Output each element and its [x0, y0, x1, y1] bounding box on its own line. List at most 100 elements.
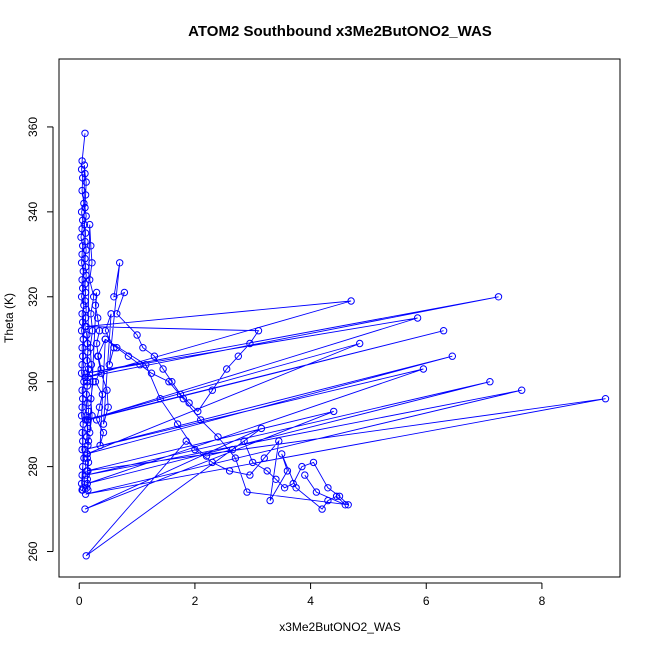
data-point	[81, 280, 89, 288]
data-point	[150, 352, 159, 360]
data-point	[124, 352, 133, 360]
data-point	[107, 310, 115, 318]
data-point	[92, 339, 101, 348]
data-point	[165, 378, 173, 386]
series-line	[80, 133, 606, 557]
data-point	[79, 420, 88, 428]
data-point	[81, 373, 89, 382]
x-tick-label: 2	[192, 594, 199, 608]
data-point	[86, 344, 94, 352]
y-tick-label: 280	[26, 456, 40, 476]
data-point	[87, 310, 95, 318]
data-point	[78, 445, 86, 454]
data-point	[518, 386, 526, 394]
data-point	[78, 386, 86, 394]
data-point	[275, 437, 283, 445]
data-point	[82, 322, 90, 331]
x-tick-label: 0	[76, 594, 83, 608]
data-point	[99, 420, 108, 428]
y-axis: 260 280 300 320 340 360	[26, 117, 54, 562]
data-point	[231, 454, 240, 462]
data-point	[110, 293, 118, 301]
data-point	[82, 552, 90, 560]
data-point	[208, 386, 217, 394]
data-lines	[80, 133, 606, 557]
data-point	[78, 361, 86, 369]
data-point	[208, 458, 217, 467]
data-point	[249, 458, 257, 467]
data-point	[318, 505, 326, 513]
data-point	[81, 288, 90, 297]
x-axis: 0 2 4 6 8	[76, 582, 546, 608]
data-point	[283, 467, 292, 475]
data-point	[83, 479, 92, 488]
data-point	[87, 395, 95, 403]
data-point	[88, 259, 96, 267]
data-point	[82, 305, 90, 314]
data-point	[116, 259, 124, 267]
data-point	[78, 403, 86, 411]
data-point	[78, 157, 86, 165]
data-point	[91, 301, 100, 309]
data-point	[147, 369, 156, 377]
y-tick-label: 320	[26, 286, 40, 306]
data-point	[312, 488, 321, 496]
data-point	[97, 369, 105, 377]
data-point	[103, 386, 111, 394]
data-point	[142, 361, 150, 369]
data-point	[83, 378, 92, 386]
data-point	[96, 441, 104, 450]
data-point	[243, 488, 251, 496]
data-point	[234, 352, 243, 360]
data-point	[439, 327, 448, 335]
data-point	[84, 458, 93, 467]
data-point	[86, 428, 94, 437]
data-point	[330, 407, 338, 416]
data-point	[80, 220, 89, 229]
data-point	[82, 246, 90, 254]
data-point	[87, 242, 95, 250]
data-point	[81, 203, 89, 212]
data-point	[202, 452, 211, 460]
data-point	[82, 178, 90, 186]
data-point	[84, 348, 92, 356]
data-point	[79, 437, 87, 445]
data-point	[156, 395, 164, 403]
data-point	[278, 450, 286, 458]
data-point	[98, 390, 107, 399]
data-point	[81, 505, 89, 513]
data-point	[191, 445, 199, 454]
y-tick-label: 300	[26, 371, 40, 391]
data-point	[83, 467, 91, 475]
chart-title: ATOM2 Southbound x3Me2ButONO2_WAS	[188, 23, 492, 40]
data-point	[81, 254, 89, 263]
data-point	[335, 492, 344, 500]
data-point	[179, 395, 188, 403]
data-point	[298, 462, 306, 471]
data-point	[272, 475, 280, 483]
data-point	[194, 407, 202, 416]
data-point	[95, 327, 104, 335]
data-point	[101, 335, 110, 343]
data-point	[139, 344, 147, 352]
data-point	[97, 365, 105, 373]
data-point	[113, 310, 121, 318]
data-point	[341, 501, 349, 509]
data-point	[280, 484, 289, 492]
data-point	[77, 233, 85, 242]
data-point	[78, 428, 86, 437]
data-point	[332, 492, 341, 500]
data-point	[81, 169, 89, 178]
y-tick-label: 360	[26, 117, 40, 137]
data-point	[82, 471, 90, 479]
data-point	[133, 331, 141, 339]
data-point	[81, 237, 89, 246]
data-point	[83, 356, 91, 365]
y-tick-label: 260	[26, 541, 40, 561]
data-point	[81, 263, 90, 271]
data-point	[182, 437, 190, 445]
data-point	[81, 191, 90, 199]
data-point	[86, 220, 94, 229]
data-point	[105, 361, 114, 369]
